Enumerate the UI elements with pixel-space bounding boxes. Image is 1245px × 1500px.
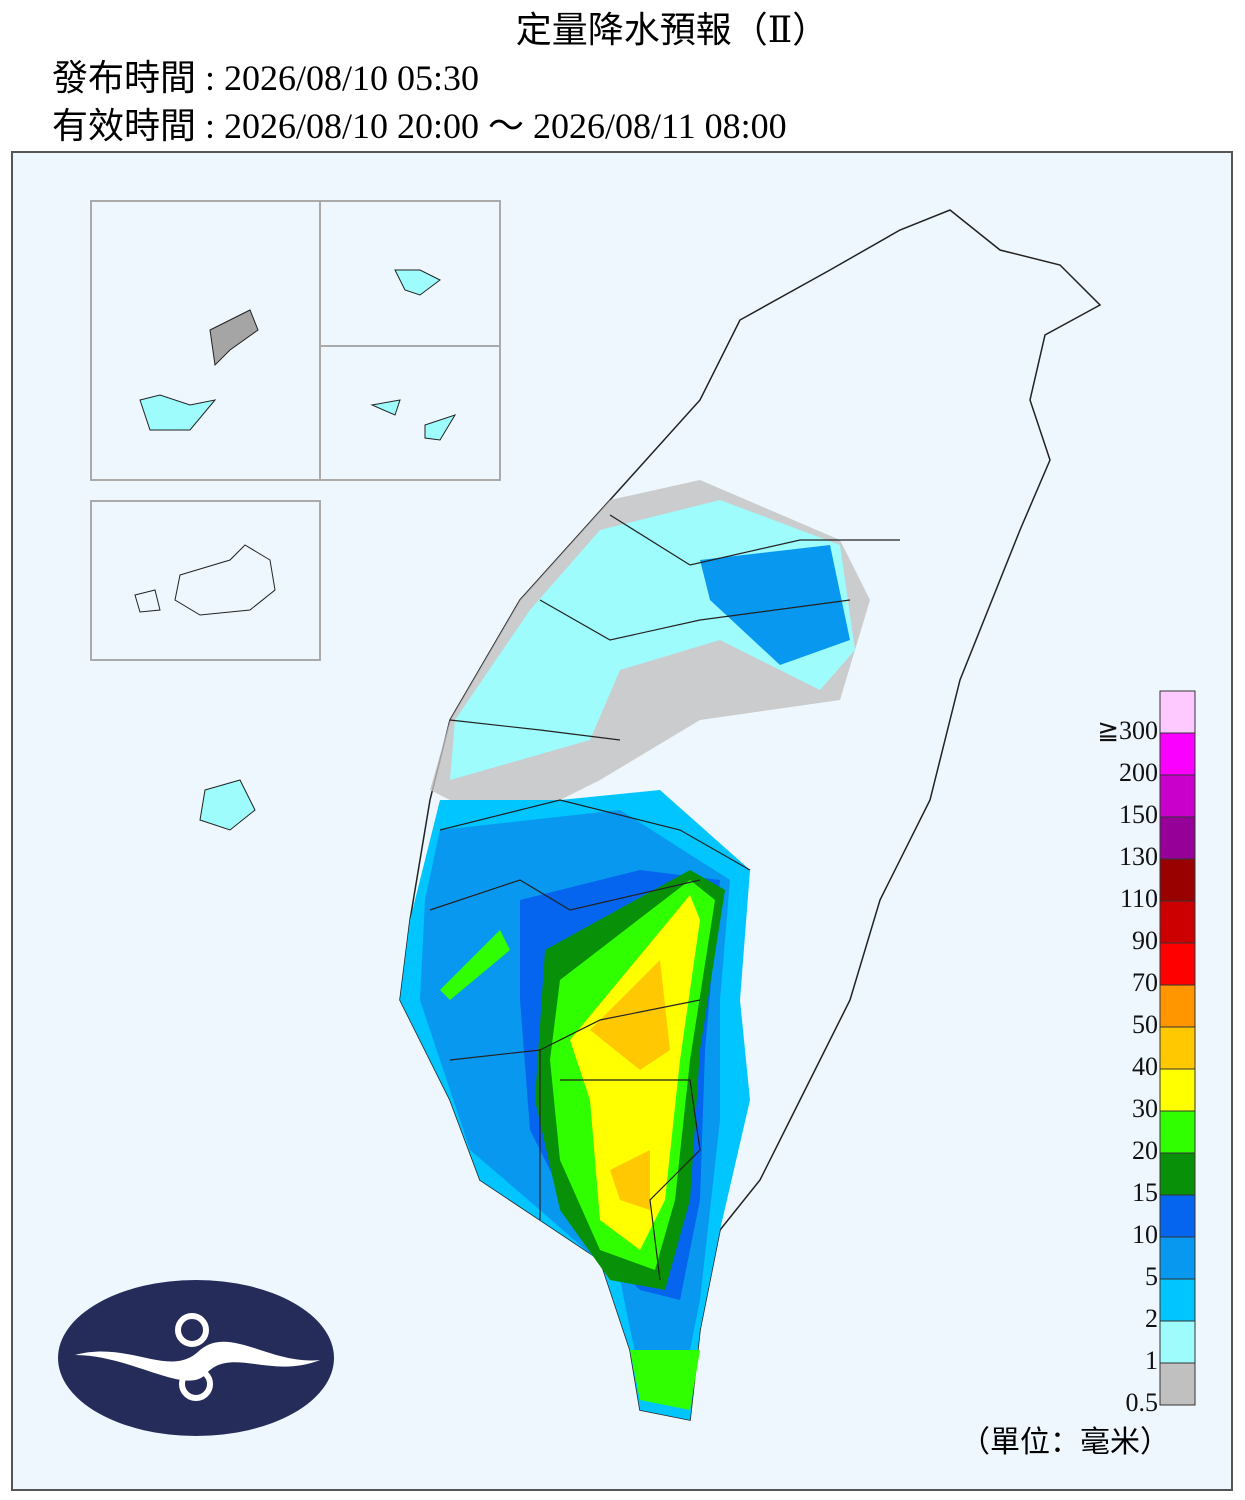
legend-label: ≧300: [1097, 716, 1158, 745]
legend-label: 200: [1119, 758, 1158, 787]
legend-swatch: [1159, 984, 1196, 1028]
legend-swatch: [1159, 1362, 1196, 1406]
legend-label: 150: [1119, 800, 1158, 829]
legend-swatch: [1159, 1026, 1196, 1070]
legend-swatch: [1159, 942, 1196, 986]
legend-swatch: [1159, 858, 1196, 902]
inset-islands: [134, 269, 457, 831]
legend-label: 70: [1132, 968, 1158, 997]
legend-swatch: [1159, 732, 1196, 776]
title: 定量降水預報（Ⅱ）: [516, 10, 828, 50]
legend: 0.5 1 2 5 10 15 20 30 40 50 70 90 110 130 150 200 ≧300: [1097, 690, 1196, 1417]
legend-label: 2: [1145, 1304, 1158, 1333]
legend-swatch: [1159, 1152, 1196, 1196]
legend-swatch: [1159, 1110, 1196, 1154]
cwa-logo: [58, 1280, 334, 1436]
legend-label: 10: [1132, 1220, 1158, 1249]
county-borders: [429, 514, 900, 1281]
legend-swatch: [1159, 774, 1196, 818]
legend-swatch: [1159, 1278, 1196, 1322]
legend-label: 15: [1132, 1178, 1158, 1207]
legend-label: 30: [1132, 1094, 1158, 1123]
legend-swatch: [1159, 900, 1196, 944]
legend-label: 20: [1132, 1136, 1158, 1165]
valid-time: 有效時間 : 2026/08/10 20:00 ～ 2026/08/11 08:…: [52, 106, 787, 146]
legend-label: 130: [1119, 842, 1158, 871]
inset-boxes: [90, 200, 501, 661]
legend-swatch: [1159, 816, 1196, 860]
legend-swatch: [1159, 1068, 1196, 1112]
legend-label: 90: [1132, 926, 1158, 955]
legend-label: 40: [1132, 1052, 1158, 1081]
legend-label: 110: [1120, 884, 1158, 913]
legend-swatch: [1159, 690, 1196, 734]
rain-areas: [400, 480, 870, 1420]
legend-label: 1: [1145, 1346, 1158, 1375]
legend-unit: （單位：毫米）: [960, 1426, 1170, 1459]
legend-label: 5: [1145, 1262, 1158, 1291]
legend-label: 50: [1132, 1010, 1158, 1039]
legend-label: 0.5: [1126, 1388, 1159, 1417]
legend-swatch: [1159, 1194, 1196, 1238]
issue-time: 發布時間 : 2026/08/10 05:30: [52, 58, 479, 98]
legend-swatch: [1159, 1236, 1196, 1280]
legend-swatch: [1159, 1320, 1196, 1364]
